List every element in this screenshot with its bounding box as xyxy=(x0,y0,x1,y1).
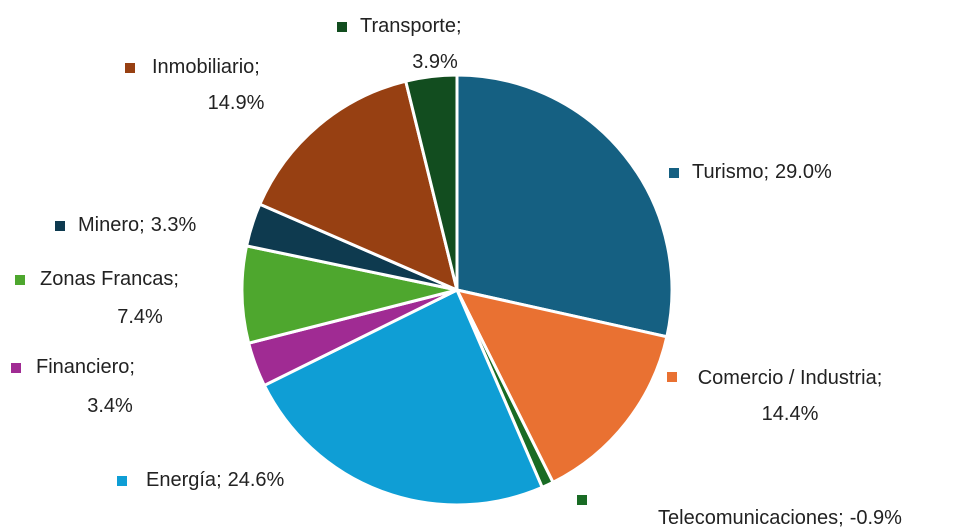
category-name: Inmobiliario xyxy=(152,56,254,78)
category-name: Minero xyxy=(78,214,139,236)
value-label: 3.3% xyxy=(151,214,197,236)
label-separator: ; xyxy=(838,507,844,529)
label-separator: ; xyxy=(456,15,462,37)
pie-slice xyxy=(455,73,674,339)
category-name: Transporte xyxy=(360,15,456,37)
legend-marker xyxy=(577,495,587,505)
value-label: 29.0% xyxy=(775,161,832,183)
value-label: 3.9% xyxy=(412,51,458,73)
pie-slice xyxy=(262,287,545,507)
data-label: Turismo; 29.0% xyxy=(692,161,832,183)
legend-marker xyxy=(117,476,127,486)
value-label: 3.4% xyxy=(87,395,133,417)
pie-slice xyxy=(454,287,669,485)
legend-marker xyxy=(669,168,679,178)
label-separator: ; xyxy=(216,469,222,491)
label-separator: ; xyxy=(139,214,145,236)
category-name: Comercio / Industria xyxy=(698,367,878,389)
legend-marker xyxy=(15,275,25,285)
data-label: 14.9% xyxy=(208,92,265,114)
legend-marker xyxy=(11,363,21,373)
pie-slice xyxy=(257,79,460,293)
legend-marker xyxy=(667,372,677,382)
data-label: 3.4% xyxy=(87,395,133,417)
category-name: Zonas Francas xyxy=(40,268,173,290)
data-label: 7.4% xyxy=(117,306,163,328)
data-label: Comercio / Industria; xyxy=(698,367,883,389)
value-label: 7.4% xyxy=(117,306,163,328)
data-label: Transporte; xyxy=(360,15,462,37)
data-label: 3.9% xyxy=(412,51,458,73)
data-label: Minero; 3.3% xyxy=(78,214,197,236)
legend-marker xyxy=(55,221,65,231)
label-separator: ; xyxy=(763,161,769,183)
value-label: 24.6% xyxy=(228,469,285,491)
data-label: Energía; 24.6% xyxy=(146,469,285,491)
label-separator: ; xyxy=(877,367,883,389)
legend-marker xyxy=(337,22,347,32)
value-label: 14.9% xyxy=(208,92,265,114)
category-name: Turismo xyxy=(692,161,763,183)
data-label: 14.4% xyxy=(762,403,819,425)
label-separator: ; xyxy=(129,356,135,378)
value-label: -0.9% xyxy=(850,507,902,529)
category-name: Energía xyxy=(146,469,217,491)
legend-marker xyxy=(125,63,135,73)
value-label: 14.4% xyxy=(762,403,819,425)
category-name: Telecomunicaciones xyxy=(658,507,838,529)
category-name: Financiero xyxy=(36,356,129,378)
pie-slice xyxy=(240,244,458,346)
data-label: Financiero; xyxy=(36,356,135,378)
label-separator: ; xyxy=(254,56,260,78)
data-label: Zonas Francas; xyxy=(40,268,179,290)
label-separator: ; xyxy=(173,268,179,290)
data-label: Telecomunicaciones; -0.9% xyxy=(658,507,902,529)
data-label: Inmobiliario; xyxy=(152,56,260,78)
pie-slice xyxy=(403,73,459,291)
